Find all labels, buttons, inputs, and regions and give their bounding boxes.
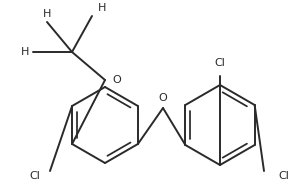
Text: O: O [159, 93, 167, 103]
Text: H: H [43, 9, 51, 19]
Text: H: H [21, 47, 29, 57]
Text: Cl: Cl [29, 171, 40, 181]
Text: O: O [112, 75, 121, 85]
Text: Cl: Cl [214, 58, 225, 68]
Text: Cl: Cl [278, 171, 289, 181]
Text: H: H [98, 3, 106, 13]
